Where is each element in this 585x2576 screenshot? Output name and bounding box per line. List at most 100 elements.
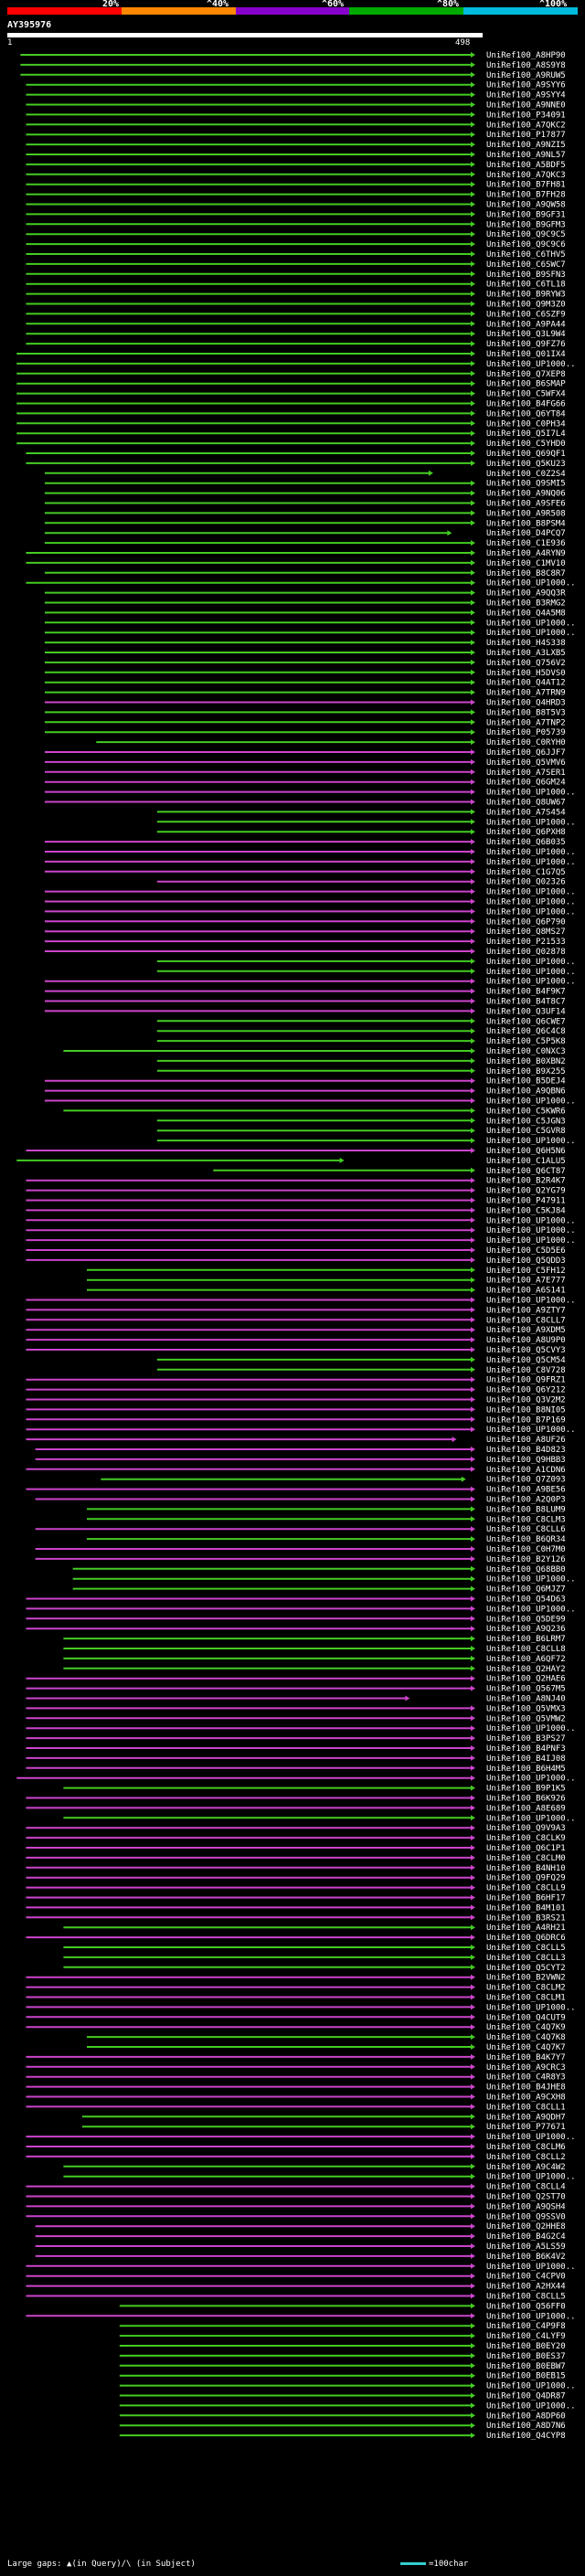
hit-label[interactable]: UniRef100_A5BDF5 <box>486 161 566 170</box>
hit-label[interactable]: UniRef100_A9XDM5 <box>486 1326 566 1335</box>
hit-label[interactable]: UniRef100_A9NZI5 <box>486 141 566 150</box>
hit-label[interactable]: UniRef100_A9QSH4 <box>486 2202 566 2211</box>
hit-label[interactable]: UniRef100_Q3V2M2 <box>486 1396 566 1405</box>
hit-label[interactable]: UniRef100_A6S141 <box>486 1287 566 1296</box>
hit-label[interactable]: UniRef100_A8NJ40 <box>486 1695 566 1704</box>
hit-label[interactable]: UniRef100_A4RH21 <box>486 1924 566 1933</box>
hit-label[interactable]: UniRef100_Q02878 <box>486 948 566 957</box>
hit-label[interactable]: UniRef100_C1E936 <box>486 539 566 548</box>
hit-label[interactable]: UniRef100_A8E689 <box>486 1804 566 1813</box>
hit-label[interactable]: UniRef100_B3RS21 <box>486 1913 566 1923</box>
hit-label[interactable]: UniRef100_P17877 <box>486 131 566 140</box>
hit-label[interactable]: UniRef100_B4K7Y7 <box>486 2053 566 2062</box>
hit-label[interactable]: UniRef100_Q5VMW2 <box>486 1714 566 1723</box>
hit-label[interactable]: UniRef100_A7TNP2 <box>486 718 566 727</box>
hit-label[interactable]: UniRef100_UP1000.. <box>486 907 576 917</box>
hit-label[interactable]: UniRef100_A9NNE0 <box>486 101 566 111</box>
hit-label[interactable]: UniRef100_UP1000.. <box>486 1097 576 1107</box>
hit-label[interactable]: UniRef100_C8CLM3 <box>486 1515 566 1524</box>
hit-label[interactable]: UniRef100_A9ZTY7 <box>486 1306 566 1315</box>
hit-label[interactable]: UniRef100_UP1000.. <box>486 2312 576 2321</box>
hit-label[interactable]: UniRef100_B0XBN2 <box>486 1057 566 1066</box>
hit-label[interactable]: UniRef100_Q6YT84 <box>486 409 566 419</box>
hit-label[interactable]: UniRef100_C4Q7K7 <box>486 2043 566 2052</box>
hit-label[interactable]: UniRef100_A9QDH7 <box>486 2113 566 2122</box>
hit-label[interactable]: UniRef100_Q8UW67 <box>486 799 566 808</box>
hit-label[interactable]: UniRef100_B4G2C4 <box>486 2232 566 2242</box>
hit-label[interactable]: UniRef100_Q2YG79 <box>486 1187 566 1196</box>
hit-label[interactable]: UniRef100_Q4HRD3 <box>486 699 566 708</box>
hit-label[interactable]: UniRef100_UP1000.. <box>486 958 576 967</box>
hit-label[interactable]: UniRef100_A2Q0P3 <box>486 1496 566 1505</box>
hit-label[interactable]: UniRef100_UP1000.. <box>486 858 576 867</box>
hit-label[interactable]: UniRef100_H4S338 <box>486 639 566 648</box>
hit-label[interactable]: UniRef100_UP1000.. <box>486 898 576 907</box>
hit-label[interactable]: UniRef100_C8CLM2 <box>486 1984 566 1993</box>
hit-label[interactable]: UniRef100_Q4DR87 <box>486 2392 566 2401</box>
hit-label[interactable]: UniRef100_Q5VMV6 <box>486 758 566 768</box>
hit-label[interactable]: UniRef100_Q4CUT9 <box>486 2013 566 2022</box>
hit-label[interactable]: UniRef100_B9P1K5 <box>486 1785 566 1794</box>
hit-label[interactable]: UniRef100_C8V728 <box>486 1366 566 1375</box>
hit-label[interactable]: UniRef100_A1CDN6 <box>486 1466 566 1475</box>
hit-label[interactable]: UniRef100_B4JHE8 <box>486 2083 566 2093</box>
hit-label[interactable]: UniRef100_UP1000.. <box>486 1575 576 1585</box>
hit-label[interactable]: UniRef100_Q54D63 <box>486 1595 566 1605</box>
hit-label[interactable]: UniRef100_Q2ST70 <box>486 2193 566 2202</box>
hit-label[interactable]: UniRef100_A9SYY6 <box>486 81 566 90</box>
hit-label[interactable]: UniRef100_UP1000.. <box>486 888 576 897</box>
hit-label[interactable]: UniRef100_Q5VMX3 <box>486 1704 566 1713</box>
hit-label[interactable]: UniRef100_Q3L9W4 <box>486 330 566 339</box>
hit-label[interactable]: UniRef100_Q5DE99 <box>486 1615 566 1624</box>
hit-label[interactable]: UniRef100_C6SWC7 <box>486 260 566 270</box>
hit-label[interactable]: UniRef100_UP1000.. <box>486 1426 576 1435</box>
hit-label[interactable]: UniRef100_Q4CYP8 <box>486 2432 566 2441</box>
hit-label[interactable]: UniRef100_B4NH10 <box>486 1864 566 1873</box>
hit-label[interactable]: UniRef100_A9SYY4 <box>486 91 566 101</box>
hit-label[interactable]: UniRef100_C5GVR8 <box>486 1127 566 1136</box>
hit-label[interactable]: UniRef100_B8NI05 <box>486 1405 566 1415</box>
hit-label[interactable]: UniRef100_A7TRN9 <box>486 689 566 698</box>
hit-label[interactable]: UniRef100_A9CXH8 <box>486 2094 566 2103</box>
hit-label[interactable]: UniRef100_Q6P790 <box>486 917 566 927</box>
hit-label[interactable]: UniRef100_Q6C1P1 <box>486 1844 566 1853</box>
hit-label[interactable]: UniRef100_P34091 <box>486 111 566 120</box>
hit-label[interactable]: UniRef100_P05739 <box>486 728 566 737</box>
hit-label[interactable]: UniRef100_B2R4K7 <box>486 1177 566 1186</box>
hit-label[interactable]: UniRef100_C8CLL1 <box>486 2103 566 2112</box>
hit-label[interactable]: UniRef100_C5P5K8 <box>486 1037 566 1046</box>
hit-label[interactable]: UniRef100_UP1000.. <box>486 1605 576 1614</box>
hit-label[interactable]: UniRef100_A9C4W2 <box>486 2163 566 2172</box>
hit-label[interactable]: UniRef100_Q68BB0 <box>486 1565 566 1574</box>
hit-label[interactable]: UniRef100_C8CLK9 <box>486 1834 566 1843</box>
hit-label[interactable]: UniRef100_Q8MS27 <box>486 928 566 937</box>
hit-label[interactable]: UniRef100_C4Q7K8 <box>486 2033 566 2042</box>
hit-label[interactable]: UniRef100_Q2HAE6 <box>486 1675 566 1684</box>
hit-label[interactable]: UniRef100_Q9SSV0 <box>486 2212 566 2221</box>
hit-label[interactable]: UniRef100_A7QKC2 <box>486 121 566 130</box>
hit-label[interactable]: UniRef100_C8CLL9 <box>486 1884 566 1893</box>
hit-label[interactable]: UniRef100_UP1000.. <box>486 619 576 628</box>
hit-label[interactable]: UniRef100_A9QW58 <box>486 201 566 210</box>
hit-label[interactable]: UniRef100_Q01IX4 <box>486 350 566 359</box>
hit-label[interactable]: UniRef100_A9QQ3R <box>486 589 566 599</box>
hit-label[interactable]: UniRef100_A7E777 <box>486 1277 566 1286</box>
hit-label[interactable]: UniRef100_B3PS27 <box>486 1734 566 1744</box>
hit-label[interactable]: UniRef100_Q3UF14 <box>486 1007 566 1016</box>
hit-label[interactable]: UniRef100_Q9FRZ1 <box>486 1376 566 1385</box>
hit-label[interactable]: UniRef100_A9NL57 <box>486 151 566 160</box>
hit-label[interactable]: UniRef100_H5DVS0 <box>486 669 566 678</box>
hit-label[interactable]: UniRef100_UP1000.. <box>486 2003 576 2012</box>
hit-label[interactable]: UniRef100_UP1000.. <box>486 1724 576 1733</box>
hit-label[interactable]: UniRef100_B4FG66 <box>486 400 566 409</box>
hit-label[interactable]: UniRef100_UP1000.. <box>486 2133 576 2142</box>
hit-label[interactable]: UniRef100_C8CLL3 <box>486 1954 566 1963</box>
hit-label[interactable]: UniRef100_C5D5E6 <box>486 1246 566 1256</box>
hit-label[interactable]: UniRef100_C8CLL4 <box>486 2183 566 2192</box>
hit-label[interactable]: UniRef100_B7P169 <box>486 1415 566 1425</box>
hit-label[interactable]: UniRef100_B8LUM9 <box>486 1505 566 1514</box>
hit-label[interactable]: UniRef100_Q6MJZ7 <box>486 1585 566 1595</box>
hit-label[interactable]: UniRef100_C6SZF9 <box>486 310 566 319</box>
hit-label[interactable]: UniRef100_UP1000.. <box>486 789 576 798</box>
hit-label[interactable]: UniRef100_C0RYH0 <box>486 738 566 747</box>
